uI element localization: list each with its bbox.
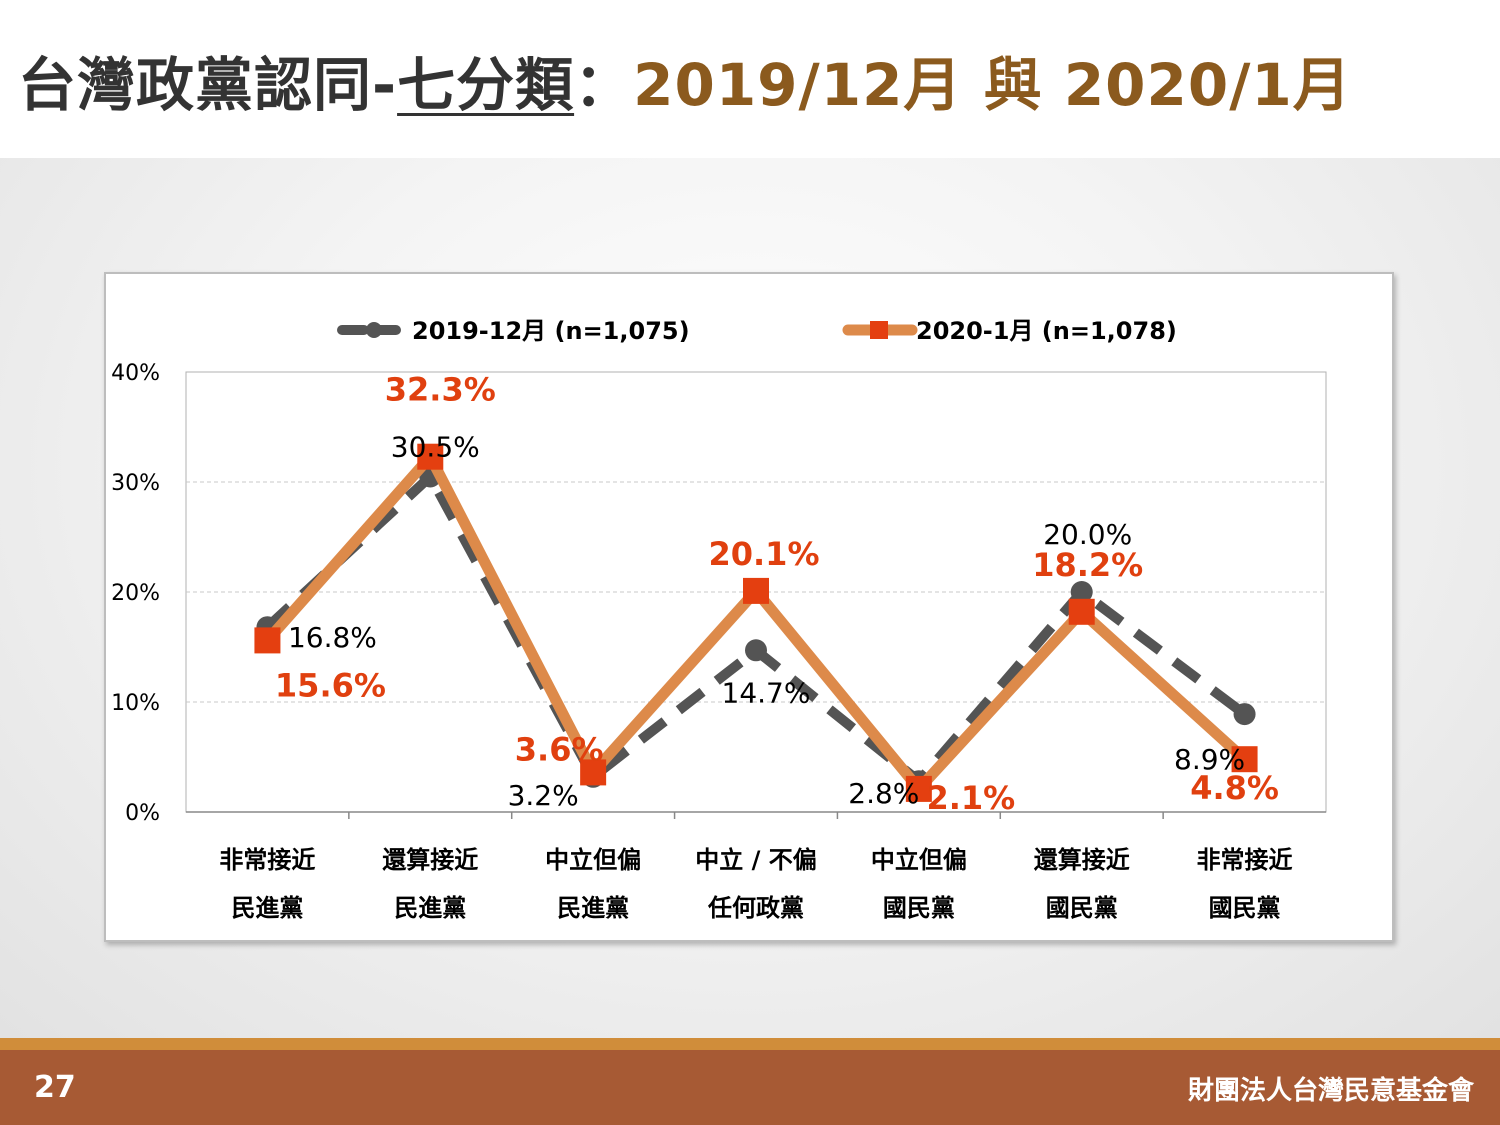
series-2019-data-label: 8.9% xyxy=(1174,743,1245,776)
series-2020-point xyxy=(743,577,769,604)
y-tick-label: 10% xyxy=(111,691,160,716)
series-2020-point xyxy=(1068,598,1095,625)
series-2020-data-label: 2.1% xyxy=(926,779,1015,817)
series-2020-data-label: 18.2% xyxy=(1032,546,1143,584)
x-category-label: 民進黨 xyxy=(394,894,466,922)
slide-title: 台灣政黨認同-七分類：2019/12月 與 2020/1月 xyxy=(18,38,1352,122)
series-2019-data-label: 16.8% xyxy=(288,621,377,654)
series-2019-data-label: 14.7% xyxy=(722,676,811,709)
x-category-label: 還算接近 xyxy=(1034,846,1130,874)
legend-2020-marker xyxy=(870,321,888,339)
x-category-label: 中立但偏 xyxy=(545,846,641,874)
footer-bar: 27 財團法人台灣民意基金會 xyxy=(0,1050,1500,1125)
legend-2019-label: 2019-12月 (n=1,075) xyxy=(412,317,690,345)
series-2019-point xyxy=(1233,703,1256,726)
y-tick-label: 30% xyxy=(111,471,160,496)
title-part-4: 2019/12月 與 2020/1月 xyxy=(633,51,1352,119)
page-number: 27 xyxy=(34,1070,76,1105)
chart-frame: 0% 10% 20% 30% 40% 非常接近民進黨 還算接近民進黨 中立但偏民進黨 中立 / … xyxy=(104,272,1394,942)
series-2019-point xyxy=(745,639,767,662)
x-category-label: 非常接近 xyxy=(1197,846,1293,874)
series-2019-data-label: 2.8% xyxy=(848,777,919,810)
series-2019-point xyxy=(1070,581,1093,603)
organization-name: 財團法人台灣民意基金會 xyxy=(1187,1076,1474,1106)
y-tick-label: 20% xyxy=(111,581,160,606)
series-2020-data-label: 4.8% xyxy=(1190,769,1279,807)
series-2020-data-label: 32.3% xyxy=(385,371,496,409)
series-2020-data-label: 3.6% xyxy=(515,730,604,768)
series-2020-point xyxy=(1231,746,1258,773)
series-2019-data-label: 30.5% xyxy=(391,431,480,464)
x-category-label: 中立 / 不偏 xyxy=(695,846,816,874)
series-2020-data-label: 15.6% xyxy=(275,666,386,704)
series-2020-line xyxy=(263,447,1249,798)
title-part-3: ： xyxy=(574,51,634,119)
title-part-2: 七分類 xyxy=(397,51,575,119)
x-category-label: 國民黨 xyxy=(1046,894,1118,922)
x-category-label: 還算接近 xyxy=(382,846,478,874)
series-2020-point xyxy=(254,627,281,654)
series-2020-data-label: 20.1% xyxy=(708,535,819,573)
y-tick-label: 0% xyxy=(125,801,160,826)
x-category-label: 任何政黨 xyxy=(707,894,804,922)
x-category-label: 民進黨 xyxy=(231,894,303,922)
legend-2020-label: 2020-1月 (n=1,078) xyxy=(916,317,1177,345)
footer-stripe xyxy=(0,1038,1500,1050)
legend-2019-marker xyxy=(366,322,382,338)
x-category-label: 國民黨 xyxy=(1209,894,1281,922)
series-2019-data-label: 20.0% xyxy=(1043,518,1132,551)
series-2020-point xyxy=(580,759,607,786)
title-part-1: 台灣政黨認同- xyxy=(18,51,398,119)
x-category-label: 民進黨 xyxy=(557,894,629,922)
series-2020-point xyxy=(417,443,444,470)
y-tick-label: 40% xyxy=(111,361,160,386)
series-2019-data-label: 3.2% xyxy=(508,779,579,812)
x-category-label: 中立但偏 xyxy=(871,846,967,874)
x-category-label: 國民黨 xyxy=(883,894,955,922)
title-bar: 台灣政黨認同-七分類：2019/12月 與 2020/1月 xyxy=(0,0,1500,158)
series-2020-point xyxy=(905,775,932,802)
x-category-label: 非常接近 xyxy=(219,846,315,874)
